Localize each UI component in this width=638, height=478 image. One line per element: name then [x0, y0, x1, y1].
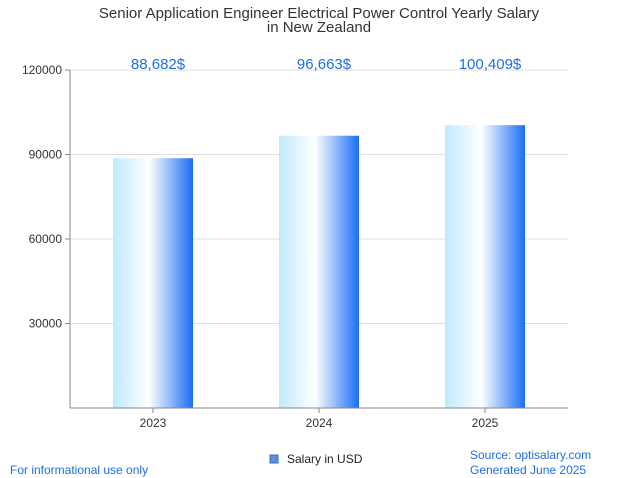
x-tick-label: 2024 — [306, 416, 333, 430]
data-label-2024: 96,663$ — [297, 56, 352, 73]
y-tick-label: 90000 — [29, 148, 63, 162]
bars — [113, 125, 525, 408]
x-tick-label: 2025 — [472, 416, 499, 430]
y-tick-label: 120000 — [22, 63, 62, 77]
legend-swatch — [269, 454, 279, 464]
source-block: Source: optisalary.com Generated June 20… — [470, 448, 591, 478]
bar-2023 — [113, 158, 193, 408]
data-label-2025: 100,409$ — [459, 56, 522, 73]
source-text: Source: optisalary.com — [470, 448, 592, 462]
x-tick-label: 2023 — [140, 416, 167, 430]
data-labels: 88,682$ 96,663$ 100,409$ — [131, 56, 522, 73]
chart-title-line-1: Senior Application Engineer Electrical P… — [99, 5, 540, 22]
legend-label: Salary in USD — [287, 452, 363, 466]
bar-2025 — [445, 125, 525, 408]
y-tick-label: 60000 — [29, 232, 63, 246]
axes: 30000 60000 90000 120000 2023 2024 2025 — [22, 63, 568, 430]
generated-text: Generated June 2025 — [470, 463, 587, 477]
data-label-2023: 88,682$ — [131, 56, 186, 73]
legend: Salary in USD — [269, 452, 363, 466]
chart-title-line-2: in New Zealand — [267, 19, 371, 36]
disclaimer-text: For informational use only — [10, 463, 149, 477]
bar-2024 — [279, 135, 359, 408]
y-tick-label: 30000 — [29, 317, 63, 331]
